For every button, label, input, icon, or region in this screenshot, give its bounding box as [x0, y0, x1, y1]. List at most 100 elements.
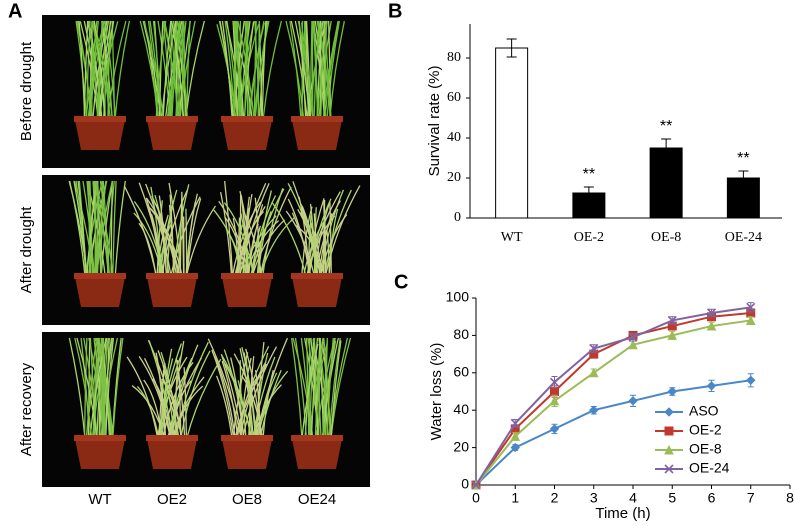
- column-label: OE24: [298, 491, 336, 508]
- leaf: [326, 20, 340, 121]
- legend-label: OE-2: [689, 422, 722, 438]
- leaf: [301, 343, 319, 440]
- pot-rim: [291, 116, 343, 122]
- pot: [75, 439, 125, 469]
- pot: [222, 439, 272, 469]
- leaf: [329, 201, 332, 278]
- leaf: [251, 219, 286, 278]
- pot-rim: [221, 116, 273, 122]
- row-label: Before drought: [18, 41, 35, 141]
- leaf: [150, 186, 163, 278]
- leaf: [290, 20, 308, 121]
- y-tick-label: 60: [453, 364, 469, 380]
- leaf: [215, 375, 233, 440]
- leaf: [185, 358, 222, 440]
- leaf: [178, 372, 182, 440]
- leaf: [247, 22, 266, 121]
- leaf: [298, 196, 310, 278]
- marker: [549, 395, 560, 406]
- leaf: [152, 20, 162, 121]
- line: [475, 319, 751, 486]
- legend-label: OE-8: [689, 441, 722, 457]
- y-tick-label: 80: [447, 50, 461, 65]
- leaf: [173, 385, 204, 440]
- leaf: [159, 358, 174, 440]
- marker: [510, 431, 521, 441]
- pot: [222, 277, 272, 307]
- leaf: [73, 180, 88, 278]
- x-tick-label: OE-24: [725, 230, 762, 245]
- pot: [292, 439, 342, 469]
- line: [475, 306, 751, 486]
- marker: [549, 424, 560, 434]
- leaf: [111, 20, 116, 121]
- pot-rim: [221, 273, 273, 279]
- leaf: [110, 180, 113, 278]
- leaf: [245, 348, 262, 440]
- leaf: [156, 214, 169, 278]
- significance: **: [737, 150, 749, 167]
- leaf: [93, 20, 106, 121]
- error-bar: [506, 38, 517, 58]
- leaf: [255, 337, 289, 440]
- significance: **: [583, 166, 595, 183]
- leaf: [233, 20, 242, 121]
- x-tick-label: 2: [551, 490, 559, 506]
- marker: [667, 386, 677, 397]
- leaf: [138, 182, 165, 278]
- leaf: [254, 197, 261, 278]
- leaf: [241, 215, 277, 278]
- marker: [510, 418, 520, 428]
- leaf: [230, 357, 245, 440]
- leaf: [91, 20, 112, 121]
- leaf: [239, 183, 270, 278]
- marker: [588, 367, 599, 378]
- leaf: [237, 20, 255, 121]
- leaf: [262, 20, 283, 121]
- y-tick-label: 60: [447, 90, 461, 105]
- leaf: [139, 20, 160, 121]
- leaf: [100, 180, 104, 278]
- y-tick-label: 80: [453, 326, 469, 342]
- leaf: [218, 200, 250, 278]
- marker: [628, 332, 638, 342]
- bar: [649, 147, 683, 219]
- significance: **: [660, 118, 672, 135]
- y-axis-label: Water loss (%): [428, 343, 445, 441]
- leaf: [259, 186, 292, 278]
- pot-rim: [291, 273, 343, 279]
- leaf: [271, 201, 307, 278]
- leaf: [287, 183, 323, 278]
- column-label: WT: [88, 491, 111, 508]
- pot: [75, 120, 125, 150]
- pot: [292, 277, 342, 307]
- leaf: [220, 354, 253, 440]
- pot-rim: [74, 435, 126, 441]
- marker: [746, 302, 756, 312]
- leaf: [112, 180, 117, 278]
- column-label: OE8: [232, 491, 262, 508]
- leaf: [186, 198, 202, 278]
- leaf: [114, 20, 131, 121]
- y-axis-label: Survival rate (%): [426, 66, 443, 177]
- leaf: [234, 363, 268, 440]
- leaf: [324, 21, 340, 121]
- leaf: [294, 20, 311, 121]
- x-tick-label: 4: [629, 490, 637, 506]
- panel-label: B: [388, 0, 402, 22]
- pot-rim: [146, 273, 198, 279]
- row-label: After recovery: [18, 362, 35, 456]
- leaf: [179, 20, 196, 121]
- y-tick-label: 100: [446, 289, 470, 305]
- leaf: [171, 20, 185, 121]
- leaf: [322, 337, 328, 440]
- leaf: [323, 189, 352, 278]
- marker: [664, 426, 674, 436]
- marker: [746, 375, 756, 385]
- leaf: [170, 20, 178, 121]
- leaf: [183, 20, 186, 121]
- row-label: After drought: [18, 206, 35, 294]
- x-tick-label: 7: [747, 490, 755, 506]
- x-axis-label: Time (h): [595, 505, 650, 522]
